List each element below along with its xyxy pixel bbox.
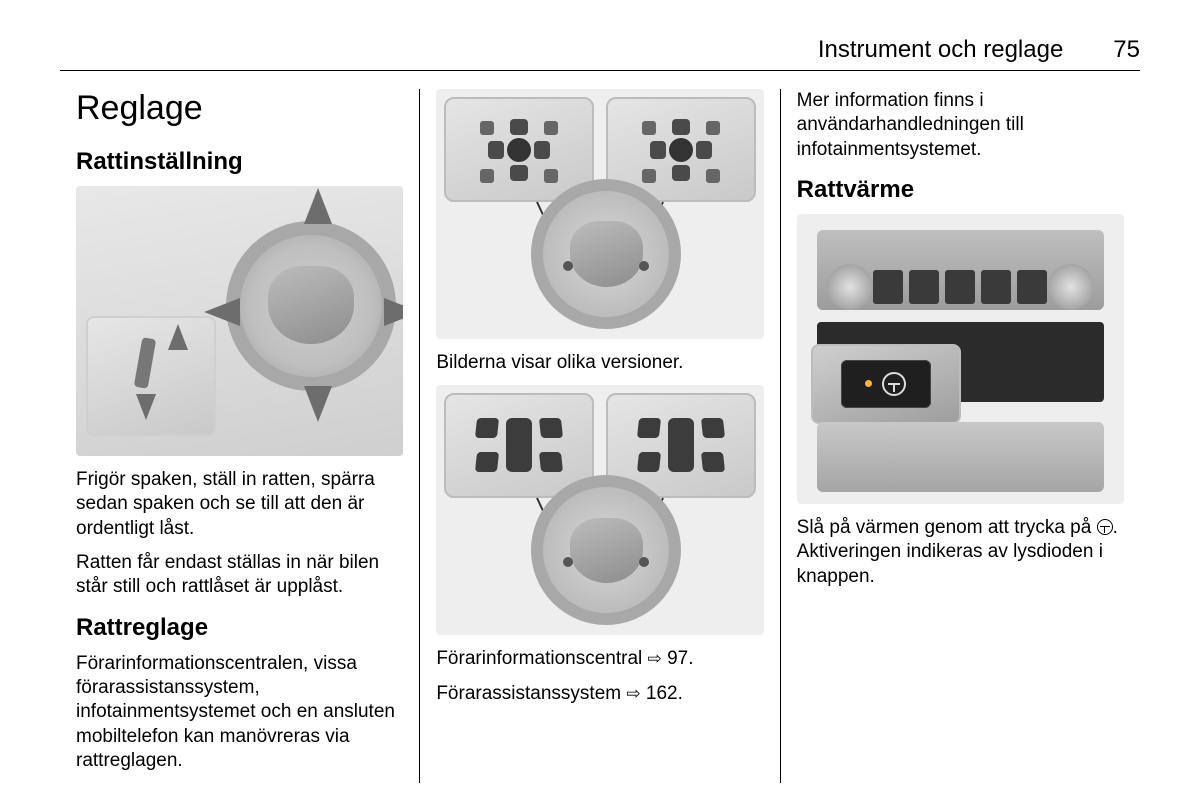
steering-wheel-icon: [226, 221, 396, 391]
figure-heated-wheel: [797, 214, 1124, 504]
heading-rattvarme: Rattvärme: [797, 176, 1124, 204]
para-infotainment-ref: Mer information finns i användarhandledn…: [797, 89, 1124, 162]
para-rattreglage: Förarinformationscentralen, vissa förara…: [76, 652, 403, 774]
climate-knob-left: [827, 264, 873, 310]
heated-wheel-callout: [811, 344, 961, 424]
heated-steering-wheel-icon: [882, 372, 906, 396]
dpad-cluster-icon: [636, 115, 726, 185]
rocker-cluster-icon: [464, 408, 574, 483]
crossref-icon: ⇨: [626, 683, 640, 705]
arrow-up-icon: [304, 188, 332, 224]
para-heated-wheel: Slå på värmen genom att trycka på . Akti…: [797, 516, 1124, 589]
heated-steering-wheel-icon: [1097, 519, 1113, 535]
heading-rattreglage: Rattreglage: [76, 614, 403, 642]
arrow-down-icon: [304, 386, 332, 422]
crossref-adas: Förarassistanssystem ⇨ 162.: [436, 682, 763, 706]
led-indicator-icon: [865, 380, 872, 387]
crossref-icon: ⇨: [648, 648, 662, 670]
heading-reglage: Reglage: [76, 89, 403, 128]
chapter-title: Instrument och reglage: [818, 36, 1063, 64]
column-2: Bilderna visar olika versioner.: [419, 89, 779, 783]
page-number: 75: [1113, 36, 1140, 64]
para-adjust-1: Frigör spaken, ställ in ratten, spärra s…: [76, 468, 403, 541]
crossref-dic: Förarinformationscentral ⇨ 97.: [436, 647, 763, 671]
para-adjust-2: Ratten får endast ställas in när bilen s…: [76, 551, 403, 600]
rocker-cluster-icon: [626, 408, 736, 483]
lever-callout: [86, 316, 216, 436]
arrow-right-icon: [384, 298, 403, 326]
arrow-left-icon: [204, 298, 240, 326]
climate-knob-right: [1048, 264, 1094, 310]
steering-wheel-icon: [531, 475, 681, 625]
figure-wheel-controls-v2: [436, 385, 763, 635]
heading-rattinstallning: Rattinställning: [76, 148, 403, 176]
figure-steering-adjust: [76, 186, 403, 456]
climate-button-row: [877, 270, 1044, 304]
column-3: Mer information finns i användarhandledn…: [780, 89, 1140, 783]
dpad-cluster-icon: [474, 115, 564, 185]
figure-wheel-controls-v1: [436, 89, 763, 339]
column-1: Reglage Rattinställning Frigör spaken, s…: [60, 89, 419, 783]
steering-wheel-icon: [531, 179, 681, 329]
heated-wheel-button: [841, 360, 931, 408]
page-header: Instrument och reglage 75: [60, 36, 1140, 71]
caption-versions: Bilderna visar olika versioner.: [436, 351, 763, 375]
